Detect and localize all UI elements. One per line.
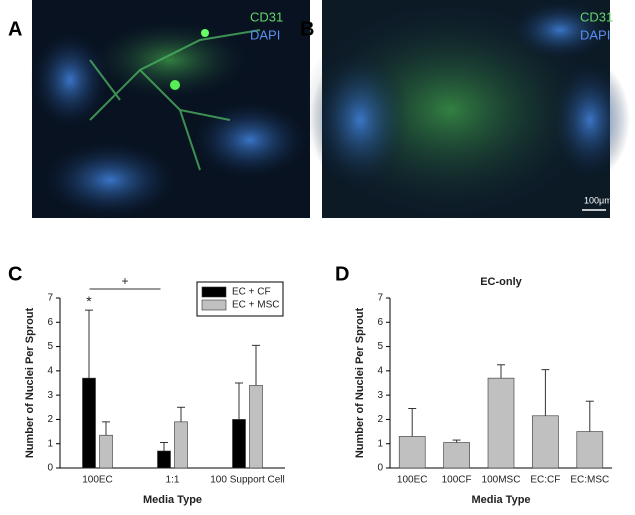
scale-bar-label: 100μm: [584, 195, 612, 205]
legend-label: EC + CF: [232, 287, 271, 298]
bar: [82, 377, 96, 469]
error-bar: [252, 344, 260, 386]
error-bar: [452, 439, 461, 443]
bar: [232, 419, 246, 469]
legend-swatch: [201, 299, 227, 311]
x-tick-label: 1:1: [166, 475, 180, 486]
y-tick-label: 4: [47, 365, 53, 376]
x-tick-label: 100MSC: [482, 475, 521, 486]
bar: [487, 377, 515, 469]
stain-label: DAPI: [250, 27, 280, 42]
x-tick-label: EC:CF: [530, 475, 560, 486]
image-b: [300, 0, 630, 220]
error-bar: [235, 382, 243, 420]
error-bar: [541, 369, 550, 416]
annotation: +: [121, 274, 128, 288]
y-tick-label: 2: [377, 414, 383, 425]
y-tick-label: 4: [377, 365, 383, 376]
error-bar: [408, 408, 417, 437]
error-bar: [585, 400, 594, 432]
y-tick-label: 6: [377, 317, 383, 328]
legend-label: EC + MSC: [232, 300, 280, 311]
y-tick-label: 0: [377, 463, 383, 474]
panel-label: B: [300, 18, 314, 40]
stain-label: CD31: [250, 9, 283, 24]
y-tick-label: 5: [47, 341, 53, 352]
panel-label: D: [335, 263, 349, 285]
y-axis-title: Number of Nuclei Per Sprout: [24, 307, 36, 458]
y-tick-label: 3: [377, 390, 383, 401]
x-axis-title: Media Type: [471, 494, 530, 506]
x-tick-label: EC:MSC: [570, 475, 609, 486]
y-tick-label: 2: [47, 414, 53, 425]
y-tick-label: 7: [47, 293, 53, 304]
x-tick-label: 100 Support Cell: [210, 475, 285, 486]
x-tick-label: 100CF: [442, 475, 472, 486]
error-bar: [85, 309, 93, 379]
bar: [532, 415, 559, 469]
y-tick-label: 1: [377, 438, 383, 449]
bar: [157, 450, 171, 469]
bar: [99, 434, 113, 469]
error-bar: [497, 364, 505, 379]
bar: [576, 431, 604, 469]
panel-label: C: [8, 263, 22, 285]
x-tick-label: 100EC: [397, 475, 428, 486]
y-tick-label: 6: [47, 317, 53, 328]
stain-label: CD31: [580, 9, 613, 24]
y-tick-label: 5: [377, 341, 383, 352]
y-tick-label: 0: [47, 463, 53, 474]
stain-label: DAPI: [580, 27, 610, 42]
image-a: [30, 0, 310, 220]
chart-title: EC-only: [480, 276, 522, 288]
legend-swatch: [201, 286, 227, 298]
error-bar: [102, 421, 110, 436]
error-bar: [177, 406, 185, 422]
y-tick-label: 3: [47, 390, 53, 401]
x-tick-label: 100EC: [82, 475, 113, 486]
y-axis-title: Number of Nuclei Per Sprout: [354, 307, 366, 458]
bar: [174, 421, 188, 469]
bar: [443, 442, 470, 469]
x-axis-title: Media Type: [143, 494, 202, 506]
y-tick-label: 1: [47, 438, 53, 449]
error-bar: [160, 442, 168, 451]
bar: [398, 436, 426, 469]
panel-label: A: [8, 18, 22, 40]
bar: [249, 385, 263, 469]
annotation: *: [86, 293, 92, 309]
y-tick-label: 7: [377, 293, 383, 304]
